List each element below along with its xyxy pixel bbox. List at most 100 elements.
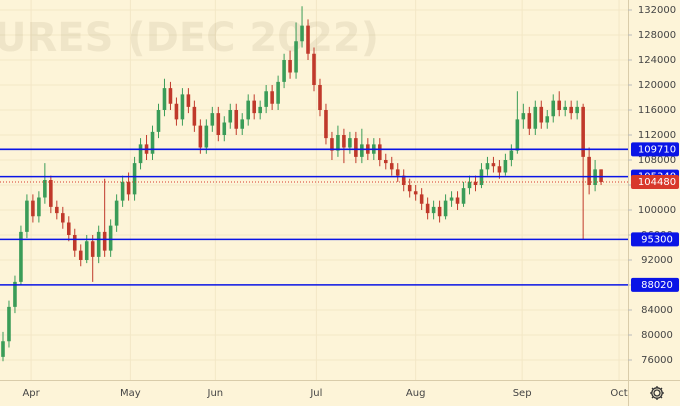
candle-body bbox=[306, 25, 310, 54]
candle-body bbox=[132, 163, 137, 195]
y-tick-label: 76000 bbox=[641, 355, 673, 366]
candle-body bbox=[264, 91, 268, 107]
candle-body bbox=[61, 213, 65, 223]
candle-body bbox=[78, 250, 83, 260]
candle-body bbox=[66, 222, 71, 235]
candle-body bbox=[437, 206, 442, 217]
x-tick-label: Sep bbox=[513, 388, 532, 399]
candle-body bbox=[294, 41, 298, 73]
candle-body bbox=[102, 231, 107, 251]
candle-body bbox=[395, 169, 400, 176]
candle-body bbox=[407, 185, 412, 192]
candle-body bbox=[120, 181, 125, 201]
candle-body bbox=[126, 181, 131, 195]
x-tick-label: May bbox=[120, 388, 141, 399]
candle-body bbox=[539, 106, 544, 123]
x-tick-label: Jul bbox=[309, 388, 322, 399]
level-label-box bbox=[631, 232, 679, 247]
candle-body bbox=[222, 122, 227, 135]
candle-body bbox=[108, 225, 113, 251]
x-tick-label: Jun bbox=[207, 388, 224, 399]
y-tick-label: 108000 bbox=[638, 155, 676, 166]
candle-body bbox=[473, 181, 478, 185]
candle-body bbox=[491, 163, 496, 167]
candle-body bbox=[545, 116, 550, 123]
candle-body bbox=[13, 281, 17, 307]
level-label: 95300 bbox=[641, 234, 673, 245]
axes: 7600080000840008800092000960001000001040… bbox=[22, 5, 679, 399]
y-tick-label: 80000 bbox=[641, 330, 673, 341]
candle-body bbox=[210, 113, 215, 126]
candle-body bbox=[168, 88, 173, 104]
candle-body bbox=[312, 53, 316, 85]
candle-body bbox=[509, 150, 514, 160]
candle-body bbox=[72, 235, 77, 251]
candle-body bbox=[49, 180, 53, 207]
candle-body bbox=[114, 200, 119, 226]
candle-body bbox=[348, 138, 352, 148]
y-tick-label: 124000 bbox=[638, 55, 676, 66]
candle-body bbox=[413, 191, 418, 195]
candle-body bbox=[330, 138, 334, 151]
candle-body bbox=[186, 94, 191, 107]
level-label-box bbox=[631, 142, 679, 157]
candle-body bbox=[431, 206, 436, 214]
watermark: URES (DEC 2022) bbox=[0, 15, 379, 61]
candle-body bbox=[216, 113, 221, 135]
candle-body bbox=[162, 88, 167, 110]
candle-body bbox=[234, 110, 239, 129]
candle-body bbox=[258, 106, 262, 114]
level-label: 88020 bbox=[641, 280, 673, 291]
candle-body bbox=[198, 125, 203, 148]
candle-body bbox=[521, 113, 526, 120]
candle-body bbox=[342, 135, 346, 148]
candle-body bbox=[318, 85, 322, 110]
candle-body bbox=[401, 175, 406, 185]
candle-body bbox=[282, 60, 286, 82]
level-label: 109710 bbox=[638, 144, 676, 155]
candle-body bbox=[360, 144, 364, 157]
candle-body bbox=[138, 144, 143, 164]
candle-body bbox=[389, 163, 394, 170]
level-label-box bbox=[631, 277, 679, 292]
y-tick-label: 112000 bbox=[638, 130, 676, 141]
last-price-box bbox=[631, 175, 679, 189]
candle-body bbox=[533, 106, 538, 129]
y-tick-label: 128000 bbox=[638, 30, 676, 41]
candle-body bbox=[467, 181, 472, 189]
candle-body bbox=[515, 119, 520, 151]
candle-body bbox=[204, 125, 209, 148]
candle-body bbox=[581, 106, 585, 157]
candle-body bbox=[485, 163, 490, 170]
candle-body bbox=[383, 160, 388, 164]
candle-body bbox=[55, 206, 59, 214]
candle-body bbox=[180, 94, 185, 120]
candle-body bbox=[419, 194, 424, 204]
settings-icon[interactable] bbox=[650, 386, 664, 400]
candle-body bbox=[587, 156, 591, 185]
candle-body bbox=[569, 106, 573, 114]
candle-body bbox=[37, 197, 41, 217]
candle-body bbox=[461, 188, 466, 204]
candle-body bbox=[497, 166, 502, 173]
candle-body bbox=[25, 200, 29, 232]
candle-body bbox=[174, 103, 179, 120]
candle-body bbox=[43, 180, 47, 198]
candle-body bbox=[336, 135, 340, 151]
candle-body bbox=[425, 203, 430, 214]
x-tick-label: Oct bbox=[610, 388, 627, 399]
candle-body bbox=[563, 106, 567, 110]
candle-body bbox=[1, 341, 5, 357]
candle-body bbox=[527, 113, 532, 129]
candle-body bbox=[84, 241, 89, 260]
y-tick-label: 84000 bbox=[641, 305, 673, 316]
candle-body bbox=[455, 197, 460, 204]
y-tick-label: 116000 bbox=[638, 105, 676, 116]
candle-body bbox=[377, 144, 382, 160]
candle-body bbox=[354, 138, 358, 157]
candle-body bbox=[449, 197, 454, 201]
candle-body bbox=[150, 131, 155, 154]
candle-body bbox=[300, 25, 304, 42]
